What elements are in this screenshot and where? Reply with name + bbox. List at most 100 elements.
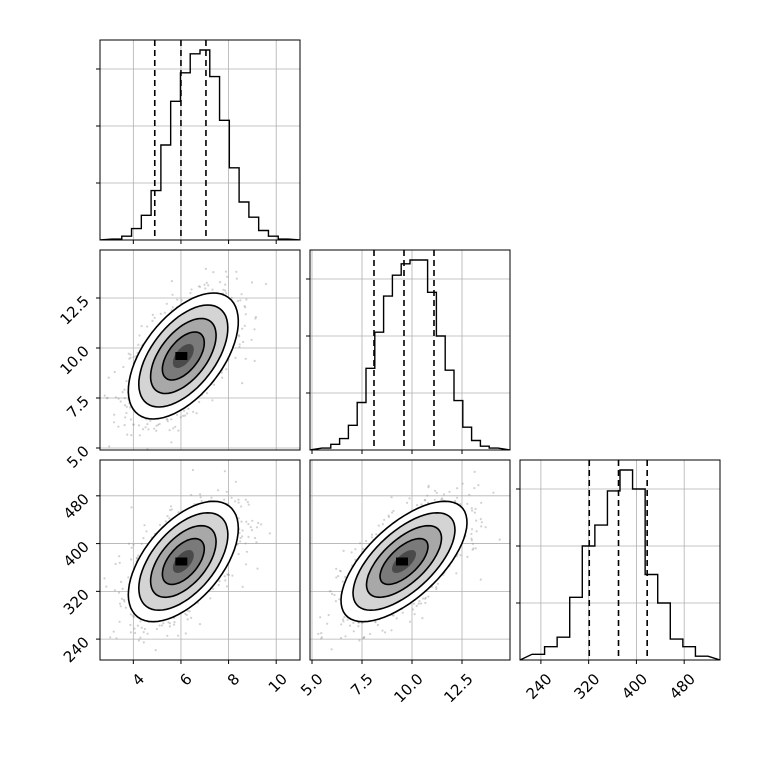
scatter-point	[341, 580, 344, 583]
y-tick-label: 12.5	[56, 292, 92, 328]
scatter-point	[346, 618, 349, 621]
scatter-point	[473, 470, 476, 473]
scatter-point	[142, 631, 145, 634]
scatter-point	[435, 588, 438, 591]
scatter-point	[244, 498, 247, 501]
scatter-point	[416, 504, 419, 507]
scatter-point	[120, 597, 123, 601]
scatter-point	[119, 400, 122, 403]
scatter-point	[221, 376, 224, 379]
scatter-point	[146, 423, 149, 426]
scatter-point	[473, 487, 476, 490]
contour-line	[127, 292, 240, 420]
scatter-point	[238, 531, 241, 535]
scatter-point	[326, 622, 329, 625]
scatter-point	[123, 600, 126, 603]
scatter-point	[165, 418, 168, 421]
scatter-point	[132, 423, 135, 426]
scatter-point	[168, 517, 171, 520]
scatter-point	[162, 622, 165, 625]
scatter-point	[137, 639, 140, 642]
scatter-point	[140, 626, 143, 629]
scatter-point	[225, 490, 228, 493]
scatter-point	[119, 605, 122, 608]
scatter-point	[185, 613, 188, 617]
scatter-point	[479, 578, 482, 581]
scatter-point	[423, 499, 426, 502]
scatter-point	[177, 634, 180, 637]
scatter-point	[459, 503, 462, 506]
scatter-point	[424, 601, 427, 605]
scatter-point	[470, 537, 473, 540]
scatter-point	[421, 617, 424, 620]
scatter-point	[137, 554, 140, 557]
scatter-point	[466, 502, 469, 505]
scatter-point	[331, 592, 334, 596]
scatter-point	[140, 325, 143, 328]
scatter-point	[224, 289, 227, 292]
scatter-point	[203, 283, 206, 286]
scatter-point	[231, 574, 234, 577]
scatter-point	[492, 491, 495, 494]
scatter-point	[127, 576, 130, 579]
scatter-point	[342, 620, 345, 623]
scatter-point	[222, 288, 225, 291]
contour-line	[161, 331, 206, 381]
density-peak	[396, 557, 408, 566]
scatter-point	[235, 270, 238, 273]
histogram-panel-1	[96, 39, 301, 241]
scatter-point	[223, 498, 226, 501]
scatter-point	[188, 610, 191, 613]
x-tick-label: 240	[523, 670, 556, 703]
scatter-point	[139, 620, 142, 623]
scatter-point	[117, 425, 120, 428]
y-tick-label: 10.0	[56, 342, 92, 378]
scatter-point	[183, 414, 187, 417]
scatter-point	[107, 376, 110, 379]
panel-frame	[99, 459, 301, 661]
scatter-point	[235, 277, 238, 280]
scatter-point	[244, 306, 247, 309]
scatter-point	[113, 413, 116, 416]
scatter-point	[132, 423, 135, 426]
scatter-point	[260, 523, 263, 526]
x-tick-label: 6	[176, 670, 195, 689]
scatter-point	[130, 558, 133, 561]
scatter-point	[475, 519, 478, 522]
contour-line	[137, 511, 229, 612]
scatter-point	[250, 281, 254, 284]
scatter-point	[122, 598, 126, 602]
scatter-point	[205, 392, 209, 395]
histogram-bar	[520, 469, 720, 660]
scatter-point	[392, 614, 395, 617]
scatter-point	[114, 396, 118, 399]
scatter-point	[225, 368, 228, 371]
scatter-point	[143, 627, 146, 631]
scatter-point	[169, 509, 172, 512]
scatter-point	[234, 480, 237, 483]
scatter-point	[268, 532, 271, 535]
scatter-point	[230, 496, 233, 499]
scatter-point	[137, 424, 141, 427]
scatter-panel-1	[99, 249, 301, 451]
scatter-point	[344, 575, 347, 579]
scatter-point	[136, 557, 139, 560]
scatter-point	[199, 285, 202, 288]
scatter-point	[127, 542, 131, 545]
scatter-point	[249, 526, 252, 529]
scatter-point	[442, 493, 446, 496]
scatter-point	[139, 636, 142, 639]
scatter-point	[158, 523, 162, 527]
scatter-point	[171, 306, 174, 309]
scatter-point	[182, 414, 185, 417]
scatter-point	[470, 539, 473, 542]
scatter-point	[317, 632, 320, 636]
scatter-point	[339, 636, 343, 640]
scatter-point	[319, 616, 322, 619]
scatter-point	[354, 558, 357, 561]
scatter-point	[470, 507, 473, 510]
scatter-point	[395, 617, 398, 620]
scatter-point	[168, 429, 171, 432]
scatter-point	[358, 639, 361, 642]
